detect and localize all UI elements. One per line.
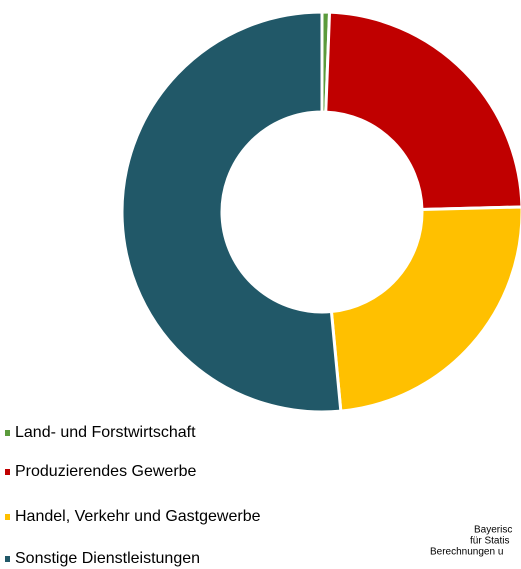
legend-label: Land- und Forstwirtschaft: [15, 424, 196, 441]
slice: [329, 205, 521, 413]
slice: [324, 10, 521, 212]
source-line: Berechnungen u: [430, 547, 503, 558]
legend-label: Sonstige Dienstleistungen: [15, 550, 200, 567]
legend-label: Handel, Verkehr und Gastgewerbe: [15, 508, 261, 525]
legend-label: Produzierendes Gewerbe: [15, 463, 197, 480]
legend-swatch: [5, 556, 10, 562]
legend-swatch: [5, 469, 10, 475]
source-line: für Statis: [470, 536, 509, 547]
slice: [120, 10, 343, 414]
legend-swatch: [5, 430, 10, 436]
source-line: Bayerisc: [474, 525, 512, 536]
legend-swatch: [5, 514, 10, 520]
